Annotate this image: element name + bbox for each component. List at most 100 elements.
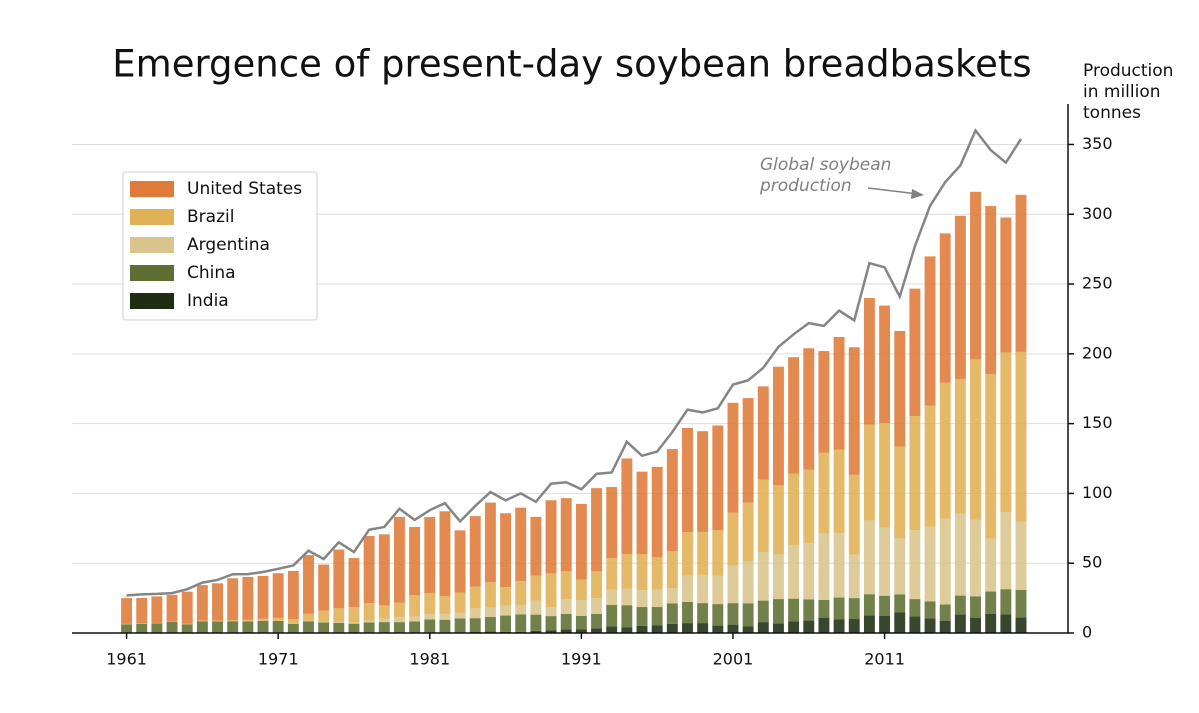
bar-segment (606, 626, 618, 633)
bar-segment (515, 614, 527, 632)
bar-segment (621, 458, 633, 554)
bar-segment (818, 599, 830, 618)
bar-segment (242, 576, 254, 620)
bar-segment (909, 616, 921, 633)
bar-segment (257, 620, 269, 633)
bar-segment (863, 424, 875, 521)
bar-segment (363, 620, 375, 623)
bar-segment (757, 552, 769, 601)
legend-label: Argentina (187, 235, 270, 255)
bar-segment (651, 607, 663, 626)
bar-segment (666, 588, 678, 604)
bar-segment (636, 607, 648, 626)
bar-segment (606, 487, 618, 559)
bar-segment (196, 620, 208, 622)
bar-segment (606, 558, 618, 590)
bar-segment (469, 586, 481, 609)
bar-segment (212, 583, 223, 621)
bar-segment (484, 582, 496, 608)
bar-segment (515, 507, 527, 582)
bar-segment (682, 532, 693, 576)
bar-segment (636, 590, 648, 608)
bar-segment (666, 623, 678, 633)
bar-segment (909, 288, 921, 417)
bar-segment (136, 597, 148, 624)
y-tick-label: 50 (1082, 553, 1102, 572)
bar-segment (575, 615, 587, 630)
bar-segment (378, 605, 390, 619)
bar-segment (848, 347, 860, 475)
bar-segment (833, 597, 845, 620)
bar-segment (303, 621, 314, 633)
bar-segment (393, 622, 405, 633)
bar-segment (606, 605, 618, 627)
bar-segment (409, 595, 421, 617)
bar-segment (712, 530, 724, 576)
bar-segment (833, 336, 845, 450)
bar-segment (348, 558, 360, 608)
bar-segment (591, 598, 602, 614)
legend-swatch (130, 181, 174, 197)
bar-segment (697, 431, 709, 532)
bar-segment (454, 618, 466, 633)
bar-segment (287, 623, 299, 633)
bar-segment (682, 575, 693, 602)
bar-segment (227, 621, 239, 633)
bar-segment (318, 622, 330, 633)
annotation: Global soybean production (760, 155, 892, 196)
bar-segment (560, 599, 572, 615)
bar-segment (378, 618, 390, 623)
bar-segment (318, 610, 330, 622)
bar-segment (772, 554, 784, 600)
bar-segment (181, 591, 193, 624)
bar-segment (818, 617, 830, 633)
bar-segment (1000, 589, 1012, 615)
bar-segment (454, 530, 466, 593)
bar-segment (651, 589, 663, 608)
bar-segment (848, 619, 860, 633)
legend-label: India (187, 291, 229, 311)
bar-segment (439, 613, 451, 620)
bar-segment (530, 614, 542, 631)
bar-segment (636, 471, 648, 555)
bar-segment (500, 615, 512, 632)
bar-segment (439, 619, 451, 633)
bar-segment (469, 618, 481, 632)
legend-label: China (187, 263, 236, 283)
bar-segment (879, 595, 891, 616)
bar-segment (803, 348, 815, 470)
bar-segment (303, 555, 314, 614)
bar-segment (166, 621, 178, 633)
bar-segment (985, 538, 997, 592)
y-axis-label: Production in million tonnes (1083, 61, 1174, 123)
annotation-arrowhead (911, 189, 924, 199)
bar-segment (742, 502, 754, 562)
bar-segment (560, 571, 572, 600)
bar-segment (666, 449, 678, 552)
bar-segment (697, 603, 709, 624)
bar-segment (772, 366, 784, 486)
bar-segment (212, 621, 223, 633)
bar-segment (575, 600, 587, 616)
bar-segment (393, 602, 405, 617)
bar-segment (303, 613, 314, 621)
bar-segment (651, 625, 663, 633)
bar-segment (909, 416, 921, 531)
bar-segment (788, 473, 800, 546)
bar-segment (1000, 217, 1012, 353)
bar-segment (242, 621, 254, 633)
bar-segment (788, 598, 800, 622)
bar-segment (393, 616, 405, 623)
bar-segment (894, 446, 906, 539)
bar-segment (803, 469, 815, 543)
bar-segment (484, 607, 496, 617)
bar-segment (318, 621, 330, 623)
bar-segment (682, 601, 693, 624)
bar-segment (848, 474, 860, 555)
bar-segment (348, 607, 360, 623)
bar-segment (545, 573, 557, 608)
bar-segment (242, 619, 254, 622)
bar-segment (409, 527, 421, 596)
bar-segment (484, 502, 496, 583)
